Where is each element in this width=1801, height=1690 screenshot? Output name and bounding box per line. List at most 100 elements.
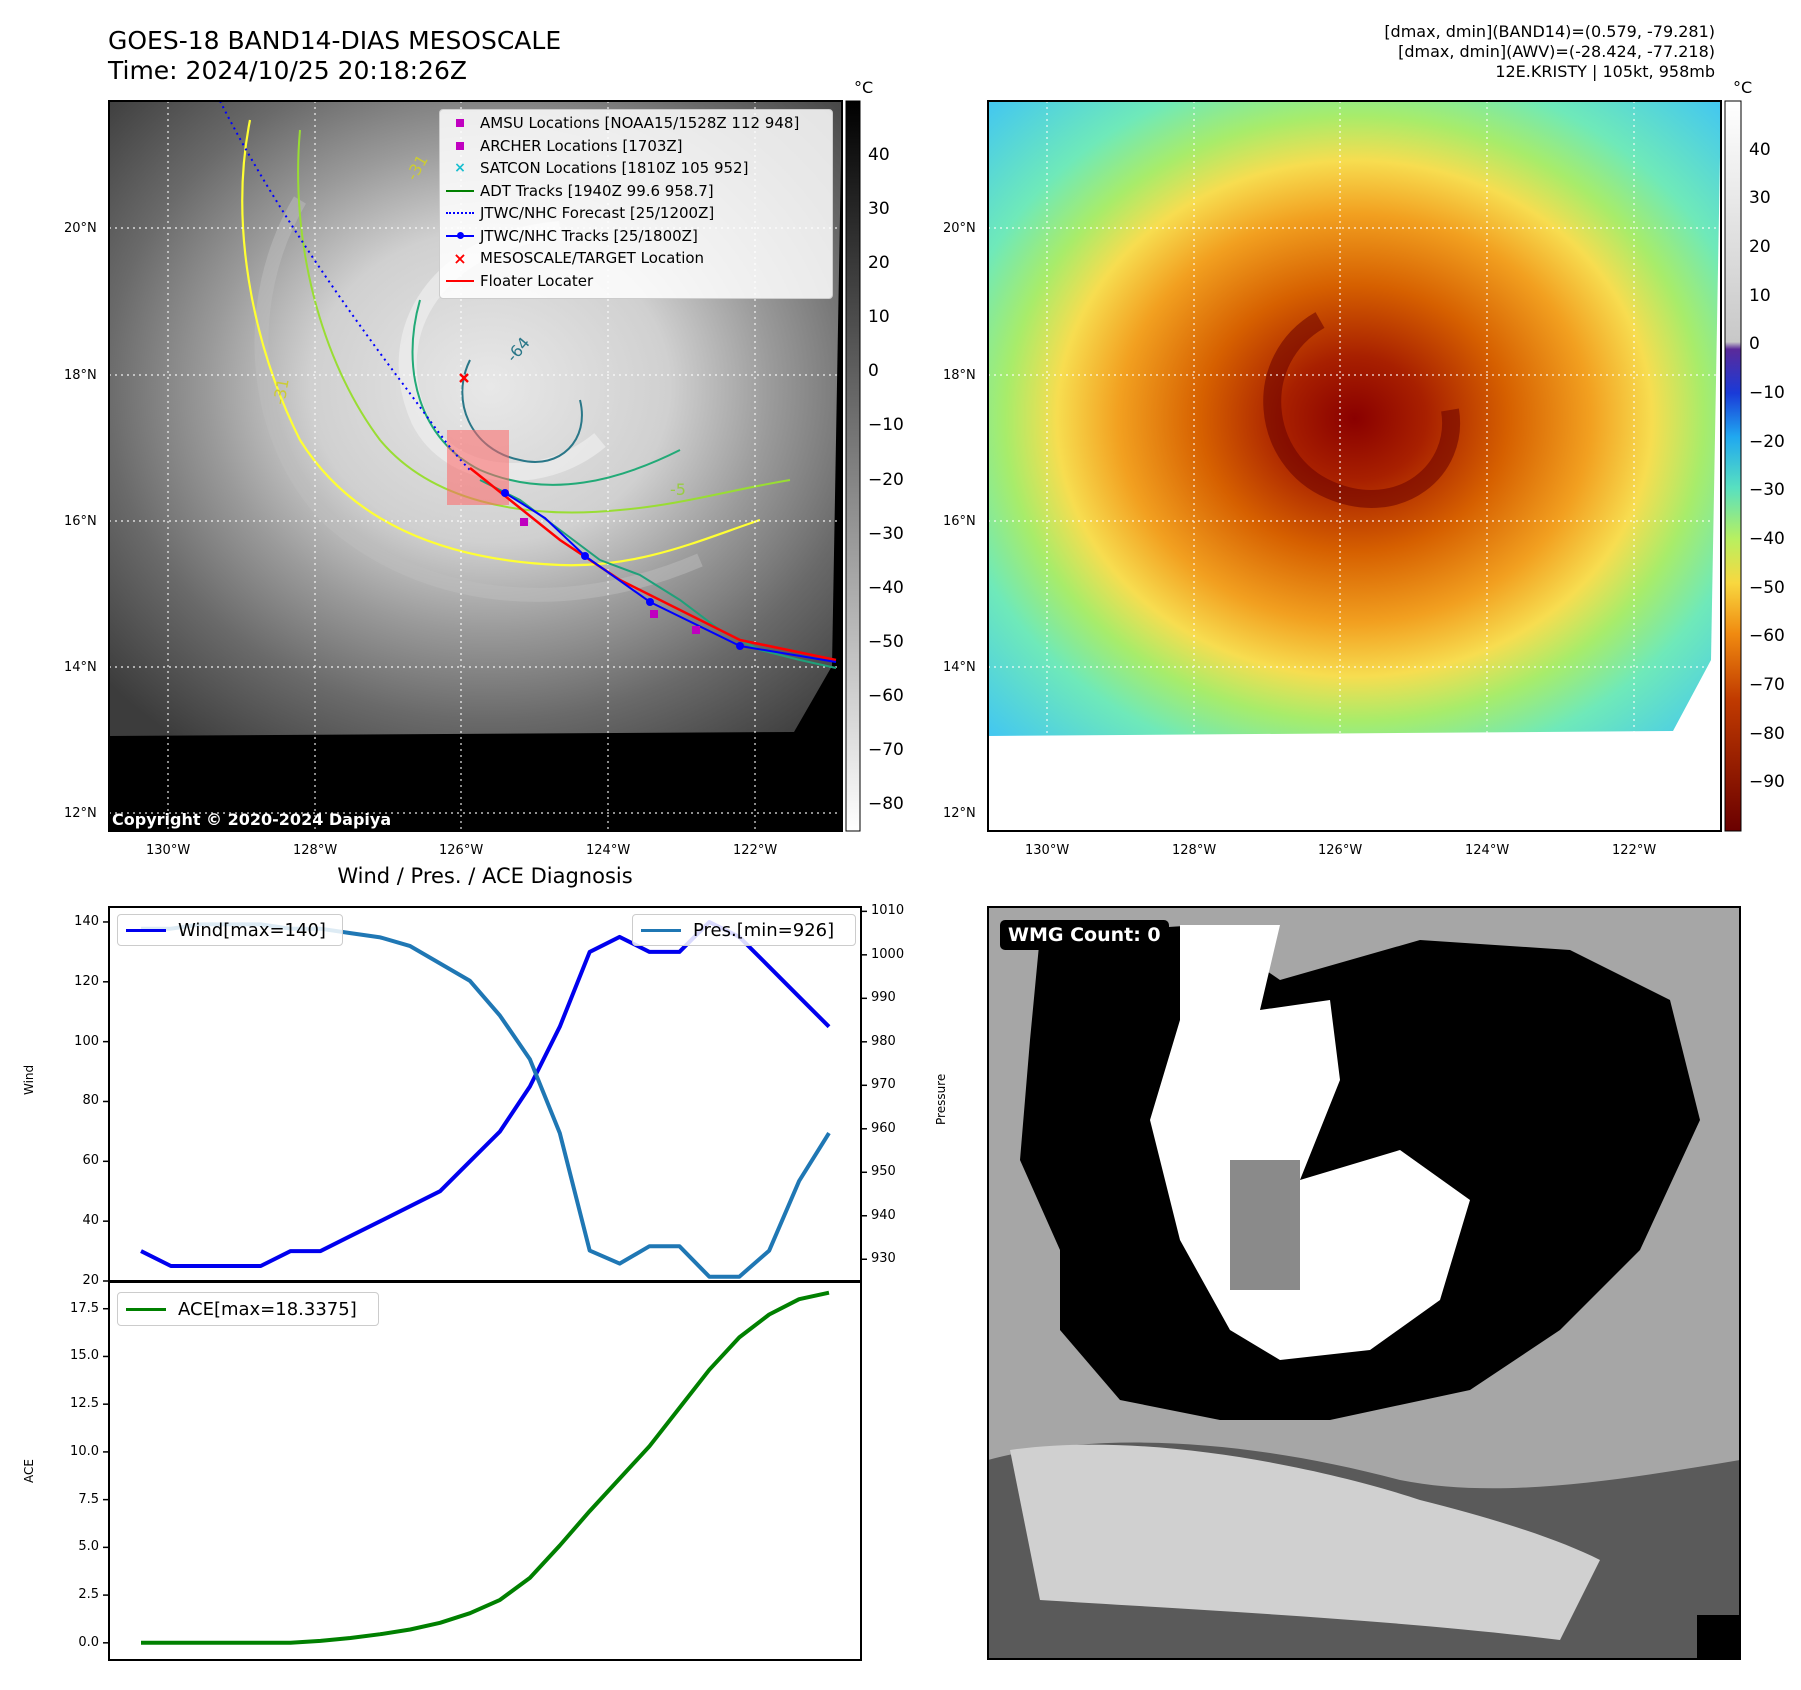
ace-tick-label: 7.5 <box>78 1491 99 1507</box>
jtwc-track <box>504 492 837 663</box>
colorbar-gray-tick: −40 <box>868 577 904 598</box>
lon-label: 122°W <box>733 843 778 858</box>
info-awv: [dmax, dmin](AWV)=(-28.424, -77.218) <box>1398 42 1715 61</box>
legend-item-forecast: JTWC/NHC Forecast [25/1200Z] <box>440 202 832 225</box>
lat-label: 20°N <box>943 221 976 236</box>
copyright-label: Copyright © 2020-2024 Dapiya <box>112 810 392 829</box>
wind-tick-label: 100 <box>74 1033 99 1049</box>
wind-legend: Wind[max=140] <box>117 914 343 946</box>
ir-color-map <box>987 100 1722 832</box>
info-block: [dmax, dmin](BAND14)=(0.579, -79.281) [d… <box>1384 22 1715 82</box>
pressure-tick-label: 980 <box>871 1033 896 1049</box>
forecast-track <box>219 101 471 471</box>
lon-label: 122°W <box>1612 843 1657 858</box>
ace-tick-label: 17.5 <box>70 1300 99 1316</box>
colorbar-gray-tick: 0 <box>868 361 879 382</box>
colorbar-color-tick: −20 <box>1749 431 1785 452</box>
ace-tick-label: 5.0 <box>78 1539 99 1555</box>
colorbar-gray <box>845 100 861 832</box>
wind-tick-label: 20 <box>82 1273 99 1288</box>
pressure-tick-label: 1010 <box>871 903 905 919</box>
colorbar-color-tick: −10 <box>1749 383 1785 403</box>
wmg-count-label: WMG Count: 0 <box>1000 920 1169 950</box>
lon-label: 130°W <box>146 843 191 858</box>
colorbar-color-tick: −50 <box>1749 577 1785 598</box>
colorbar-gray-tick: −20 <box>868 469 904 490</box>
wind-tick-label: 140 <box>74 913 99 929</box>
colorbar-gray-tick: 40 <box>868 145 890 166</box>
contour-yellow <box>241 119 761 567</box>
ace-legend: ACE[max=18.3375] <box>117 1292 379 1326</box>
legend-item-adt: ADT Tracks [1940Z 99.6 958.7] <box>440 180 832 203</box>
lon-label: 124°W <box>1465 843 1510 858</box>
colorbar-color-tick: −70 <box>1749 675 1785 695</box>
lat-label: 12°N <box>64 806 97 821</box>
wmg-lower-light <box>1010 1444 1600 1640</box>
colorbar-color-tick: −90 <box>1749 772 1785 793</box>
pressure-axis-label: Pressure <box>934 1073 948 1125</box>
ir-color-imagery <box>988 101 1721 736</box>
pressure-tick-label: 940 <box>871 1207 896 1223</box>
colorbar-gray-tick: −70 <box>868 739 904 760</box>
figure-title: GOES-18 BAND14-DIAS MESOSCALE <box>108 26 562 55</box>
lon-label: 126°W <box>1318 843 1363 858</box>
legend-item-jtwc: JTWC/NHC Tracks [25/1800Z] <box>440 225 832 248</box>
colorbar-gray-tick: 20 <box>868 253 890 274</box>
lat-label: 16°N <box>943 514 976 529</box>
colorbar-color-tick: −60 <box>1749 626 1785 647</box>
pressure-legend-label: Pres.[min=926] <box>693 919 835 941</box>
chart-title: Wind / Pres. / ACE Diagnosis <box>337 864 633 888</box>
lat-label: 18°N <box>64 368 97 383</box>
wind-tick-label: 120 <box>74 973 99 989</box>
wind-pres-axes <box>108 906 862 1282</box>
colorbar-color-tick: −40 <box>1749 529 1785 549</box>
colorbar-gray-tick: −30 <box>868 523 904 544</box>
pressure-tick-label: 970 <box>871 1077 896 1093</box>
colorbar-gray-tick: 30 <box>868 199 890 220</box>
colorbar-color-tick: −80 <box>1749 723 1785 744</box>
colorbar-color-tick: 40 <box>1749 139 1771 160</box>
ace-tick-label: 2.5 <box>78 1587 99 1603</box>
contour-label: -5 <box>670 480 686 499</box>
wind-legend-label: Wind[max=140] <box>178 919 326 941</box>
wind-axis-label: Wind <box>22 1064 36 1095</box>
lat-label: 12°N <box>943 806 976 821</box>
wmg-panel <box>987 906 1741 1660</box>
ace-series-line <box>141 1290 830 1645</box>
legend-item-satcon: × SATCON Locations [1810Z 105 952] <box>454 159 749 178</box>
pressure-legend: Pres.[min=926] <box>632 914 856 946</box>
legend-item-amsu: AMSU Locations [NOAA15/1528Z 112 948] <box>440 112 832 135</box>
lon-label: 130°W <box>1025 843 1070 858</box>
pressure-tick-label: 990 <box>871 990 896 1006</box>
info-storm: 12E.KRISTY | 105kt, 958mb <box>1495 62 1715 81</box>
lon-label: 128°W <box>1172 843 1217 858</box>
ace-tick-label: 15.0 <box>70 1348 99 1364</box>
pressure-tick-label: 1000 <box>871 946 905 962</box>
lat-label: 16°N <box>64 514 97 529</box>
ace-tick-label: 10.0 <box>70 1443 99 1459</box>
lon-label: 128°W <box>293 843 338 858</box>
lat-label: 18°N <box>943 368 976 383</box>
pressure-tick-label: 950 <box>871 1164 896 1180</box>
contour-lightgreen <box>297 129 791 514</box>
map-legend: AMSU Locations [NOAA15/1528Z 112 948] AR… <box>439 109 833 299</box>
ace-tick-label: 0.0 <box>78 1634 99 1650</box>
colorbar-color-tick: −30 <box>1749 480 1785 501</box>
colorbar-gray-tick: −10 <box>868 415 904 436</box>
colorbar-color-unit: °C <box>1733 78 1753 97</box>
ace-legend-label: ACE[max=18.3375] <box>178 1298 357 1320</box>
pressure-tick-label: 960 <box>871 1120 896 1136</box>
colorbar-gray-tick: −80 <box>868 793 904 814</box>
colorbar-gray-unit: °C <box>854 78 874 97</box>
ace-axes <box>108 1281 862 1661</box>
info-band14: [dmax, dmin](BAND14)=(0.579, -79.281) <box>1384 22 1715 41</box>
lat-label: 14°N <box>64 660 97 675</box>
lat-label: 20°N <box>64 221 97 236</box>
contour-deep <box>461 359 583 463</box>
colorbar-color-tick: 30 <box>1749 188 1771 209</box>
colorbar-gray-tick: −50 <box>868 631 904 652</box>
mesoscale-target-x <box>459 373 469 383</box>
wind-tick-label: 80 <box>82 1093 99 1109</box>
figure-time: Time: 2024/10/25 20:18:26Z <box>108 56 467 85</box>
